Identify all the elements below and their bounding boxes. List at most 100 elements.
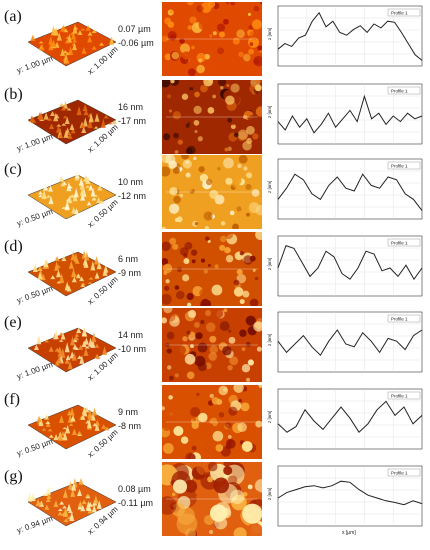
surface-peak	[30, 34, 36, 41]
image-grain	[187, 25, 193, 30]
image-grain	[225, 177, 233, 185]
surface-peak	[70, 488, 76, 497]
image-grain	[194, 355, 206, 367]
image-grain	[187, 2, 194, 6]
image-grain	[163, 133, 171, 141]
image-grain	[239, 479, 251, 492]
image-grain	[204, 232, 212, 236]
surface-peak	[91, 45, 97, 50]
surface-peak	[44, 339, 50, 343]
surface-peak	[87, 281, 93, 284]
image-grain	[242, 141, 252, 151]
image-grain	[179, 193, 184, 198]
image-grain	[208, 352, 218, 361]
surface-peak	[92, 422, 98, 427]
image-grain	[203, 446, 210, 452]
image-grain	[251, 189, 260, 197]
image-grain	[196, 198, 201, 203]
surface-peak	[43, 183, 49, 191]
image-grain	[219, 235, 227, 243]
surface-base	[27, 481, 117, 527]
image-grain	[255, 106, 262, 117]
image-grain	[230, 2, 236, 6]
surface-peak	[77, 489, 83, 496]
image-grain	[245, 341, 251, 347]
image-grain	[254, 479, 262, 493]
image-grain	[163, 308, 173, 314]
image-grain	[162, 364, 168, 373]
afm-height-image	[162, 308, 262, 382]
surface-peak	[81, 340, 87, 348]
surface-peak	[48, 434, 54, 438]
image-grain	[217, 23, 226, 32]
surface-peak	[88, 276, 94, 280]
panel-label: (a)	[4, 8, 22, 25]
image-grain	[198, 58, 203, 63]
surface-peak	[76, 327, 82, 334]
image-grain	[230, 83, 240, 93]
image-grain	[256, 280, 262, 289]
image-grain	[168, 160, 177, 169]
surface-peak	[86, 418, 92, 429]
surface-peak	[74, 208, 80, 215]
image-grain	[188, 453, 196, 459]
panel-row-5: (f) 9 nm -8 nm y: 0.50 µm x: 0.50 µm Profile …	[0, 385, 430, 459]
surface-peak	[52, 28, 58, 34]
surface-peak	[53, 433, 59, 441]
image-grain	[162, 496, 177, 515]
surface-peak	[54, 347, 60, 352]
surface-peak	[27, 492, 33, 502]
image-grain	[243, 53, 251, 62]
surface-peak	[88, 112, 94, 123]
surface-peak	[91, 197, 97, 201]
surface-peak	[86, 201, 92, 206]
image-grain	[191, 259, 196, 264]
image-grain	[174, 150, 179, 154]
surface-peak	[37, 194, 43, 198]
image-grain	[168, 4, 173, 10]
panel-label: (f)	[4, 391, 20, 408]
image-grain	[227, 117, 233, 123]
image-grain	[248, 202, 260, 214]
image-grain	[232, 223, 239, 229]
image-grain	[191, 421, 199, 430]
surface-peak	[70, 31, 76, 40]
surface-peak	[71, 482, 77, 491]
image-grain	[185, 147, 193, 154]
z-scale-bottom: -10 nm	[118, 344, 147, 354]
surface-peak	[45, 422, 51, 427]
surface-peak	[111, 119, 117, 125]
surface-peak	[58, 133, 64, 138]
image-grain	[166, 312, 176, 322]
z-scale-top: 16 nm	[118, 102, 144, 112]
z-scale-top: 14 nm	[118, 330, 144, 340]
surface-peak	[63, 518, 69, 523]
surface-peak	[101, 424, 107, 429]
image-grain	[209, 504, 228, 522]
panel-row-2: (c) 10 nm -12 nm y: 0.50 µm x: 0.50 µm Profil…	[0, 155, 430, 229]
image-grain	[243, 166, 248, 171]
image-grain	[209, 34, 213, 38]
image-grain	[231, 259, 238, 266]
image-grain	[207, 462, 218, 472]
image-grain	[214, 264, 219, 269]
surface-peak	[57, 508, 63, 511]
surface-peak	[62, 431, 68, 441]
image-grain	[181, 51, 191, 60]
image-grain	[247, 484, 253, 490]
image-grain	[205, 178, 213, 186]
surface-peak	[94, 419, 100, 426]
image-grain	[168, 375, 174, 381]
image-grain	[248, 25, 254, 30]
panel-label: (b)	[4, 86, 23, 103]
image-grain	[190, 344, 194, 349]
profile-series-line	[277, 244, 423, 281]
afm-height-image	[162, 2, 262, 76]
surface-peak	[55, 125, 61, 133]
image-grain	[162, 442, 174, 454]
image-grain	[162, 35, 169, 43]
surface-peak	[65, 424, 71, 434]
image-grain	[233, 287, 244, 297]
image-grain	[176, 345, 186, 355]
image-grain	[226, 197, 235, 206]
